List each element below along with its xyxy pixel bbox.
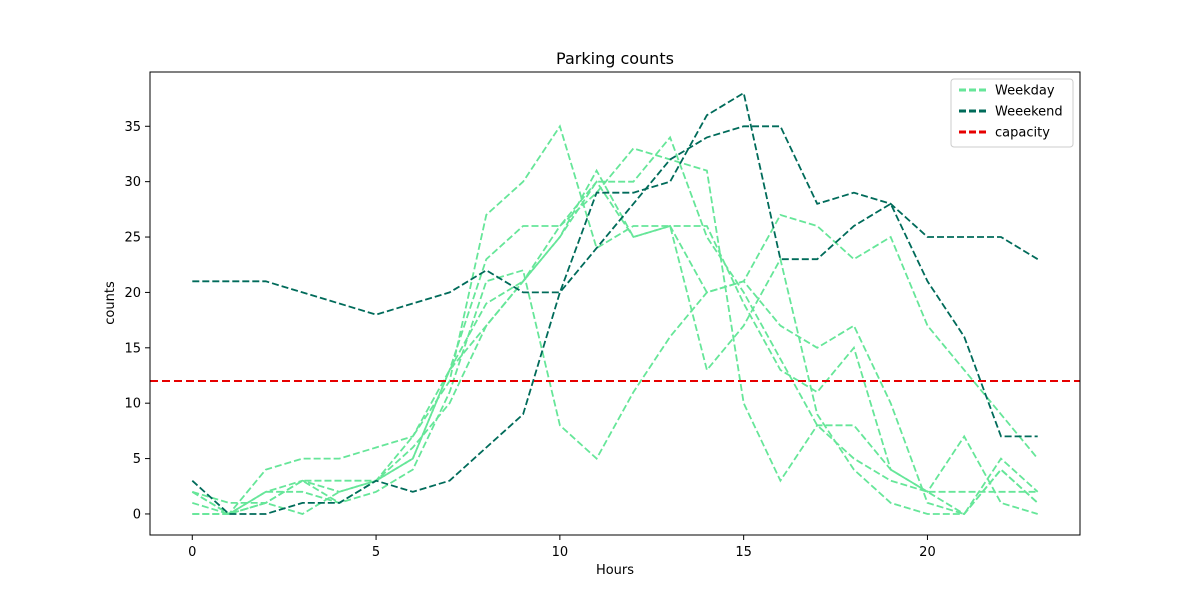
legend-label-3: capacity (995, 126, 1050, 141)
series-line-weekend-7 (191, 125, 1039, 515)
series-line-weekday-1 (192, 124, 1039, 515)
y-tick-label: 0 (133, 507, 141, 522)
y-tick-label: 25 (124, 231, 141, 246)
x-tick-label: 20 (919, 545, 936, 560)
series-line-weekday-3 (191, 168, 1038, 516)
series-line-weekday-2 (192, 180, 1039, 516)
series-layer (150, 91, 1080, 516)
series-line-weekend-8 (192, 91, 1038, 438)
x-tick-label: 10 (552, 545, 569, 560)
x-axis-label: Hours (596, 563, 634, 578)
legend-label-1: Weekday (995, 84, 1055, 99)
legend: Weekday Weeekend capacity (950, 78, 1074, 148)
x-tick-label: 5 (372, 545, 380, 560)
x-tick-label: 15 (735, 545, 752, 560)
y-tick-label: 20 (124, 286, 141, 301)
y-axis: 0 5 10 15 20 25 30 35 (124, 120, 150, 522)
x-tick-label: 0 (188, 545, 196, 560)
y-tick-label: 5 (133, 452, 141, 467)
plot-area (149, 71, 1081, 536)
x-axis: 0 5 10 15 20 (188, 535, 936, 560)
series-line-weekday-6 (192, 135, 1039, 516)
y-tick-label: 15 (124, 341, 141, 356)
series-line-weekday-4 (192, 213, 1039, 515)
legend-box (950, 78, 1074, 148)
y-tick-label: 35 (124, 120, 141, 135)
y-axis-label: counts (103, 281, 118, 325)
legend-label-2: Weeekend (995, 105, 1063, 120)
y-tick-label: 10 (124, 397, 141, 412)
series-line-weekday-5 (191, 147, 1038, 516)
chart-title: Parking counts (556, 49, 674, 68)
y-tick-label: 30 (124, 175, 141, 190)
